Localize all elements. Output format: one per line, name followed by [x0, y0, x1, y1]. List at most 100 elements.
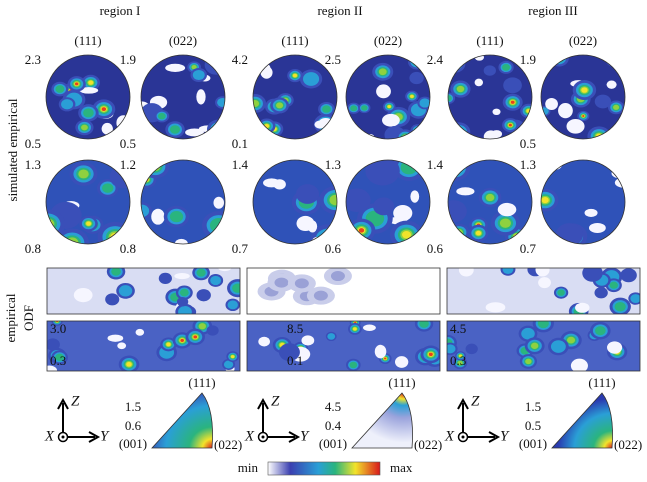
blob — [510, 100, 515, 104]
ipf-corner: (001) — [519, 436, 547, 451]
blob — [329, 194, 337, 206]
blob — [204, 131, 222, 139]
blob — [606, 80, 617, 89]
blob — [541, 236, 548, 244]
min-label: 0.1 — [232, 136, 248, 151]
blob — [570, 358, 588, 371]
blob — [86, 221, 92, 226]
odf-frame — [46, 267, 241, 315]
blob — [253, 67, 259, 72]
ipf-corner: (022) — [614, 437, 642, 452]
blob — [594, 94, 612, 109]
blob — [614, 301, 626, 312]
pole-label: (111) — [476, 33, 503, 48]
axis-label: Z — [271, 393, 280, 409]
ipf-corner: (022) — [414, 437, 442, 452]
blob — [78, 169, 89, 179]
blob — [176, 296, 189, 307]
blob — [353, 327, 357, 331]
pole-figure — [541, 55, 625, 139]
blob — [206, 325, 219, 336]
arrow-head — [57, 397, 69, 410]
odf-panel — [447, 268, 640, 314]
blob — [541, 128, 551, 135]
blob — [210, 122, 225, 137]
odf-min: 0.3 — [50, 353, 66, 368]
blob — [537, 321, 549, 329]
odf-min: 0.1 — [287, 353, 303, 368]
colorbar — [267, 461, 381, 476]
max-label: 1.3 — [325, 157, 341, 172]
blob — [456, 85, 465, 93]
blob — [313, 290, 328, 301]
blob — [502, 268, 514, 275]
axis-origin-dot — [261, 435, 265, 439]
blob — [278, 343, 300, 362]
ipf-corner: (111) — [388, 375, 415, 390]
blob — [455, 129, 462, 135]
blob — [452, 126, 465, 138]
pole-outline — [252, 159, 338, 245]
blob — [218, 268, 232, 272]
max-label: 2.5 — [325, 52, 341, 67]
ipf-max: 4.5 — [325, 399, 341, 414]
blob — [215, 126, 222, 132]
blob — [327, 333, 336, 340]
blob — [412, 58, 422, 66]
blob — [483, 65, 496, 76]
blob — [497, 202, 517, 217]
blob — [575, 302, 590, 313]
blob — [535, 268, 550, 277]
blob — [166, 342, 171, 347]
blob — [294, 278, 309, 289]
blob — [74, 82, 79, 86]
odf-frame — [446, 267, 641, 315]
blob — [451, 164, 460, 172]
axis-label: X — [244, 428, 255, 444]
blob — [330, 271, 345, 282]
blob — [483, 130, 498, 139]
blob — [216, 127, 221, 132]
blob — [450, 124, 468, 139]
blob — [609, 281, 618, 289]
pole-outline — [140, 159, 226, 245]
odf-frame — [446, 320, 641, 372]
blob — [607, 341, 623, 354]
blob — [581, 87, 588, 93]
blob — [541, 197, 549, 204]
odf-panel — [247, 268, 440, 314]
blob — [301, 335, 315, 346]
blob — [196, 289, 211, 302]
blob — [196, 268, 206, 277]
side-label: simulated empirical — [5, 98, 20, 201]
blob — [295, 184, 320, 204]
blob — [191, 64, 197, 70]
blob — [448, 161, 463, 175]
ipf-triangle — [351, 392, 413, 449]
blob — [276, 102, 284, 109]
blob — [165, 63, 186, 73]
blob — [475, 230, 482, 236]
blob — [211, 136, 216, 139]
blob — [448, 57, 463, 71]
blob — [521, 327, 535, 340]
blob — [582, 268, 603, 282]
odf-panel — [447, 321, 640, 371]
blob — [180, 338, 185, 342]
blob — [383, 357, 387, 360]
region-title: region I — [100, 3, 141, 18]
odf-frame — [46, 320, 241, 372]
pole-outline — [252, 54, 338, 140]
blob — [450, 59, 461, 69]
blob — [193, 335, 198, 339]
ipf-min: 0.6 — [125, 418, 142, 433]
blob — [192, 69, 205, 81]
odf-max: 3.0 — [50, 321, 66, 336]
blob — [458, 354, 462, 358]
blob — [530, 342, 539, 349]
blob — [208, 134, 218, 139]
blob — [451, 60, 460, 68]
blob — [169, 210, 184, 223]
odf-panel — [47, 321, 240, 371]
blob — [452, 165, 458, 171]
